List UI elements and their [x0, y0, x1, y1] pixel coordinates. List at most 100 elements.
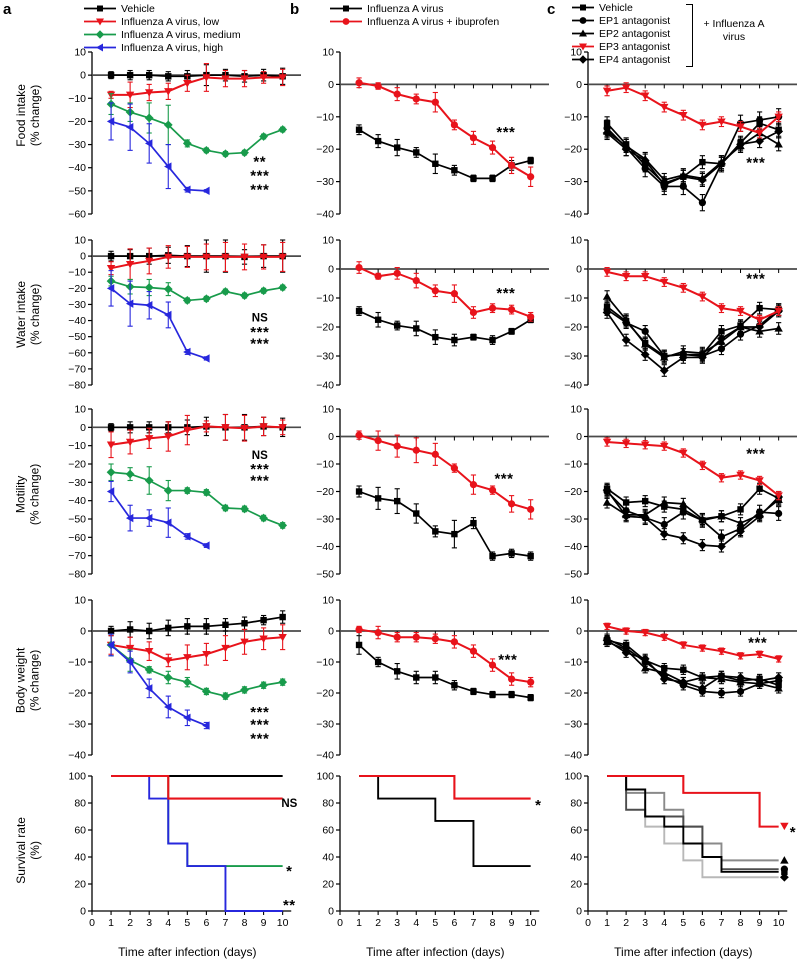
svg-text:−20: −20 — [564, 144, 582, 156]
svg-text:0: 0 — [585, 917, 591, 929]
legend-marker-triangle-up-icon — [572, 29, 594, 37]
legend-item-ep4-antagonist: EP4 antagonist — [572, 53, 670, 66]
row-label-food-intake: Food intake (% change) — [13, 83, 42, 147]
svg-text:−10: −10 — [564, 111, 582, 123]
svg-text:−60: −60 — [68, 532, 86, 544]
svg-text:20: 20 — [74, 879, 86, 891]
svg-text:4: 4 — [413, 917, 419, 929]
svg-text:9: 9 — [757, 917, 763, 929]
svg-text:100: 100 — [68, 771, 86, 783]
svg-text:−20: −20 — [316, 486, 334, 498]
svg-text:8: 8 — [490, 917, 496, 929]
legend-panel-c: Vehicle EP1 antagonist EP2 antagonist EP3 a… — [572, 1, 670, 66]
svg-text:−20: −20 — [564, 688, 582, 700]
svg-text:−20: −20 — [564, 322, 582, 334]
svg-text:***: *** — [250, 730, 269, 747]
legend-marker-triangle-down-icon — [572, 43, 594, 51]
svg-text:−40: −40 — [564, 380, 582, 392]
legend-panel-a: Vehicle Influenza A virus, low Influenza A… — [84, 2, 241, 54]
svg-text:−30: −30 — [316, 719, 334, 731]
svg-text:−40: −40 — [68, 750, 86, 762]
svg-text:−40: −40 — [316, 541, 334, 553]
svg-text:0: 0 — [576, 79, 582, 91]
svg-text:1: 1 — [356, 917, 362, 929]
svg-text:−40: −40 — [564, 750, 582, 762]
svg-text:0: 0 — [80, 626, 86, 638]
svg-text:***: *** — [250, 473, 269, 490]
svg-text:−50: −50 — [316, 569, 334, 581]
legend-marker-square-icon — [572, 4, 594, 11]
svg-text:8: 8 — [242, 917, 248, 929]
svg-text:6: 6 — [699, 917, 705, 929]
svg-text:0: 0 — [80, 251, 86, 263]
svg-text:60: 60 — [322, 825, 334, 837]
svg-text:8: 8 — [738, 917, 744, 929]
svg-text:***: *** — [250, 324, 269, 341]
svg-text:40: 40 — [570, 852, 582, 864]
svg-text:9: 9 — [509, 917, 515, 929]
svg-text:***: *** — [250, 704, 269, 721]
svg-text:2: 2 — [127, 917, 133, 929]
svg-text:6: 6 — [451, 917, 457, 929]
svg-text:10: 10 — [322, 404, 334, 416]
legend-marker-diamond-icon — [84, 30, 116, 39]
svg-text:−20: −20 — [68, 283, 86, 295]
svg-text:5: 5 — [680, 917, 686, 929]
legend-label: Influenza A virus — [367, 2, 444, 15]
svg-text:3: 3 — [146, 917, 152, 929]
legend-label: Influenza A virus, low — [121, 15, 220, 28]
svg-text:***: *** — [746, 155, 765, 172]
svg-text:−10: −10 — [316, 293, 334, 305]
svg-text:−30: −30 — [68, 139, 86, 151]
chart-b-survival: 100 80 60 40 20 00 1 2 3 4 5 6 7 8 9 10 Time after infec… — [316, 771, 540, 960]
svg-text:4: 4 — [165, 917, 171, 929]
svg-text:3: 3 — [394, 917, 400, 929]
svg-text:−30: −30 — [564, 719, 582, 731]
svg-text:−20: −20 — [68, 459, 86, 471]
svg-text:10: 10 — [570, 595, 582, 607]
svg-text:10: 10 — [322, 595, 334, 607]
legend-marker-square-icon — [84, 5, 116, 12]
row-label-body-weight: Body weight (% change) — [13, 647, 42, 713]
svg-text:40: 40 — [74, 852, 86, 864]
svg-text:7: 7 — [471, 917, 477, 929]
svg-text:−20: −20 — [316, 322, 334, 334]
svg-text:0: 0 — [576, 264, 582, 276]
svg-text:−10: −10 — [68, 93, 86, 105]
chart-b-motility: 10 0 −10 −20 −30 −40 −50 *** — [316, 404, 549, 581]
chart-a-food-intake: 100−10−20−30−40−50−60******** — [68, 47, 301, 221]
svg-text:10: 10 — [570, 47, 582, 59]
svg-text:0: 0 — [328, 264, 334, 276]
chart-a-body-weight: 100−10−20−30−40********* — [68, 595, 301, 762]
svg-text:10: 10 — [74, 47, 86, 59]
svg-text:5: 5 — [184, 917, 190, 929]
svg-text:60: 60 — [74, 825, 86, 837]
legend-item-ep1-antagonist: EP1 antagonist — [572, 14, 670, 27]
row-label-motility: Motility (% change) — [13, 463, 42, 525]
svg-text:0: 0 — [80, 906, 86, 918]
svg-text:10: 10 — [74, 404, 86, 416]
svg-text:0: 0 — [328, 79, 334, 91]
svg-text:2: 2 — [375, 917, 381, 929]
svg-text:−30: −30 — [316, 176, 334, 188]
svg-text:0: 0 — [89, 917, 95, 929]
svg-text:10: 10 — [773, 917, 785, 929]
chart-c-survival: 100 80 60 40 20 00 1 2 3 4 5 6 7 8 9 10 Time after infec… — [564, 771, 795, 960]
svg-text:2: 2 — [623, 917, 629, 929]
svg-text:5: 5 — [432, 917, 438, 929]
svg-text:−40: −40 — [68, 495, 86, 507]
svg-text:***: *** — [250, 336, 269, 353]
svg-text:***: *** — [746, 270, 765, 287]
svg-text:60: 60 — [570, 825, 582, 837]
svg-text:0: 0 — [576, 906, 582, 918]
svg-text:10: 10 — [570, 404, 582, 416]
svg-text:−20: −20 — [68, 688, 86, 700]
svg-text:0: 0 — [328, 431, 334, 443]
svg-text:−10: −10 — [564, 657, 582, 669]
svg-text:40: 40 — [322, 852, 334, 864]
svg-text:−20: −20 — [316, 688, 334, 700]
svg-text:−10: −10 — [564, 459, 582, 471]
chart-b-water-intake: 10 0 −10 −20 −30 −40 *** — [316, 235, 549, 392]
